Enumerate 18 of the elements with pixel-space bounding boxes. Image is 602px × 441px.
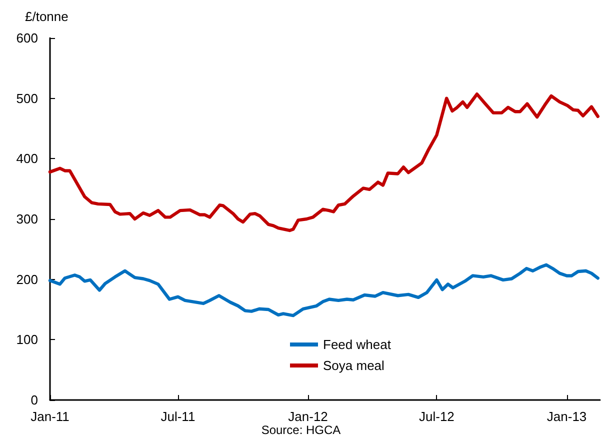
legend-label: Soya meal (323, 358, 385, 373)
y-axis-title: £/tonne (25, 9, 68, 24)
source-note: Source: HGCA (261, 423, 341, 437)
x-tick-label: Jan-11 (30, 409, 70, 424)
line-series (48, 263, 600, 318)
x-tick-label: Jan-13 (546, 409, 587, 424)
y-tick-label: 500 (16, 90, 38, 106)
y-tick-label: 300 (16, 212, 38, 226)
x-tick-label: Jan-12 (288, 409, 328, 424)
y-tick-label: 400 (16, 151, 38, 166)
y-tick-label: 600 (16, 30, 38, 46)
legend-label: Feed wheat (323, 337, 392, 352)
line-series (48, 92, 600, 232)
x-tick-label: Jul-11 (160, 409, 196, 424)
x-tick-label: Jul-12 (418, 409, 454, 424)
y-tick-label: 200 (16, 272, 38, 287)
y-tick-label: 0 (30, 392, 38, 408)
y-tick-label: 100 (16, 332, 38, 348)
